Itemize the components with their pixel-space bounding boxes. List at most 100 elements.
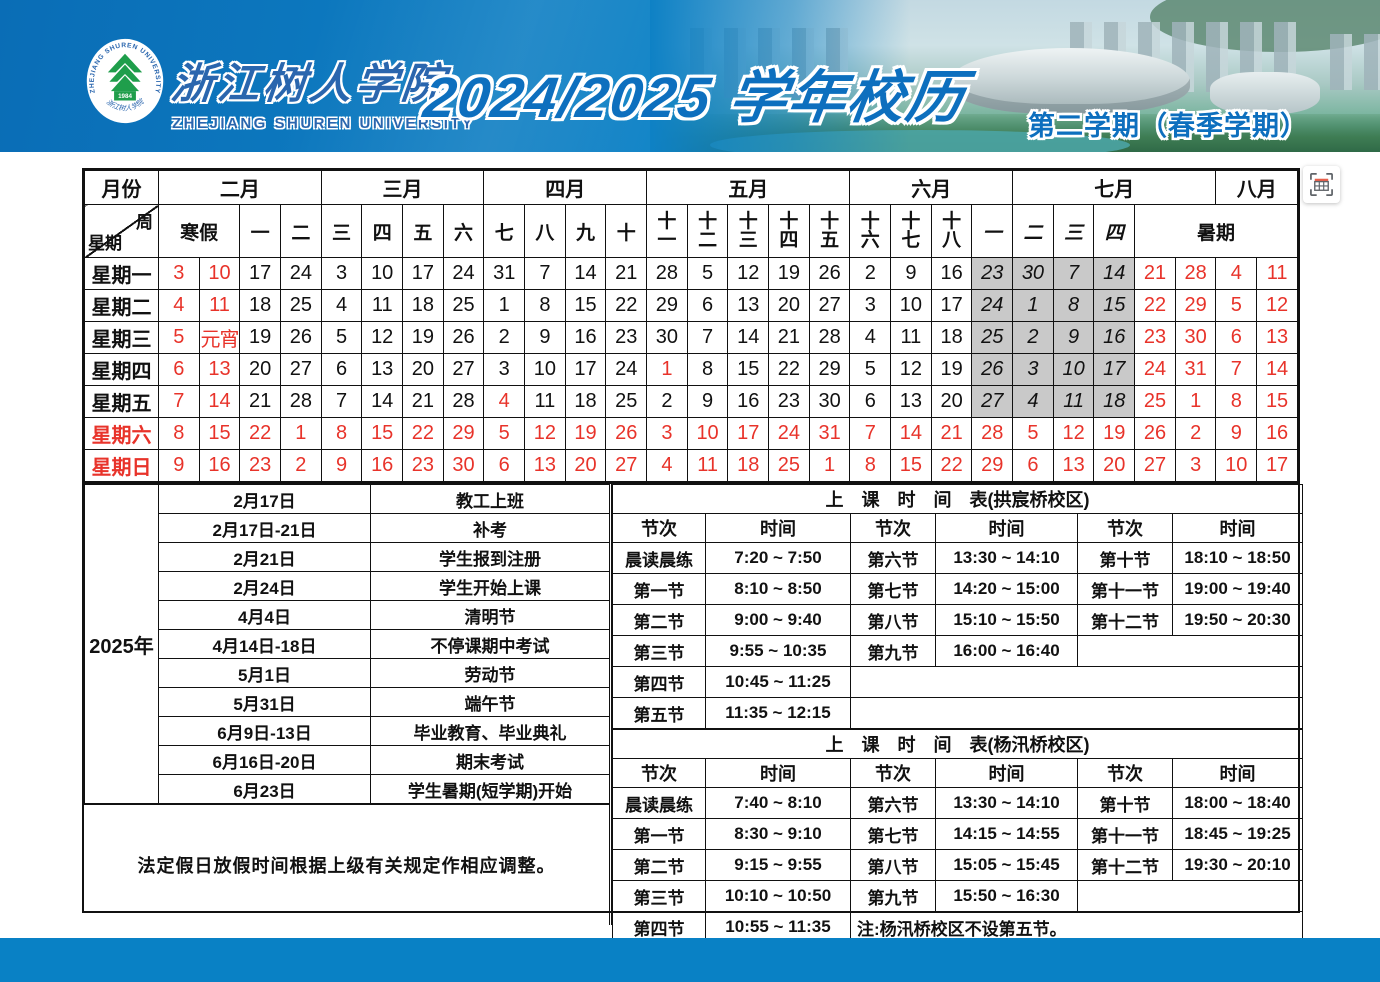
calendar-date-cell: 8 xyxy=(1215,385,1258,418)
period-label: 第十二节 xyxy=(1077,604,1173,636)
period-time: 14:20 ~ 15:00 xyxy=(935,573,1078,605)
calendar-date-cell: 3 xyxy=(646,417,688,450)
calendar-date-cell: 14 xyxy=(361,385,404,418)
calendar-date-cell: 2 xyxy=(280,449,322,482)
calendar-date-cell: 25 xyxy=(280,289,322,322)
calendar-date-cell: 28 xyxy=(808,321,851,354)
period-label: 第六节 xyxy=(850,787,936,819)
period-time: 10:10 ~ 10:50 xyxy=(705,880,851,912)
calendar-date-cell: 23 xyxy=(402,449,444,482)
calendar-date-cell: 7 xyxy=(849,417,892,450)
calendar-date-cell: 4 xyxy=(646,449,688,482)
event-name: 补考 xyxy=(370,513,610,543)
calendar-date-cell: 29 xyxy=(646,289,688,322)
page-title: 2024/2025 学年校历 xyxy=(419,66,971,130)
calendar-date-cell: 20 xyxy=(768,289,810,322)
event-name: 毕业教育、毕业典礼 xyxy=(370,716,610,746)
week-header: 六 xyxy=(442,204,485,258)
calendar-date-cell: 7 xyxy=(320,385,363,418)
day-row-label: 星期一 xyxy=(84,257,159,290)
calendar-date-cell: 5 xyxy=(1215,289,1258,322)
calendar-date-cell: 19 xyxy=(564,417,607,450)
event-name: 劳动节 xyxy=(370,658,610,688)
calendar-date-cell: 29 xyxy=(971,449,1014,482)
period-label: 第十一节 xyxy=(1077,573,1173,605)
period-label: 第三节 xyxy=(612,635,706,667)
calendar-date-cell: 24 xyxy=(768,417,810,450)
calendar-date-cell: 25 xyxy=(768,449,810,482)
schedule-column-header: 节次 xyxy=(850,758,936,788)
period-label: 晨读晨练 xyxy=(612,542,706,574)
calendar-date-cell: 23 xyxy=(605,321,648,354)
event-date: 6月23日 xyxy=(158,774,371,804)
calendar-date-cell: 15 xyxy=(198,417,241,450)
week-header: 十 三 xyxy=(727,204,770,258)
event-name: 不停课期中考试 xyxy=(370,629,610,659)
calendar-date-cell: 9 xyxy=(320,449,363,482)
calendar-date-cell: 26 xyxy=(808,257,851,290)
calendar-date-cell: 16 xyxy=(1256,417,1298,450)
calendar-date-cell: 24 xyxy=(971,289,1014,322)
calendar-date-cell: 13 xyxy=(1256,321,1298,354)
calendar-date-cell: 10 xyxy=(524,353,566,386)
calendar-date-cell: 21 xyxy=(1134,257,1176,290)
calendar-date-cell: 15 xyxy=(361,417,404,450)
calendar-date-cell: 14 xyxy=(564,257,607,290)
calendar-date-cell: 31 xyxy=(483,257,526,290)
photo-main-hall xyxy=(950,48,1190,114)
period-label: 第一节 xyxy=(612,818,706,850)
calendar-date-cell: 3 xyxy=(1012,353,1054,386)
period-time: 7:40 ~ 8:10 xyxy=(705,787,851,819)
calendar-date-cell: 18 xyxy=(564,385,607,418)
week-header: 十 二 xyxy=(686,204,729,258)
calendar-date-cell: 8 xyxy=(158,417,200,450)
calendar-date-cell: 26 xyxy=(971,353,1014,386)
calendar-date-cell: 20 xyxy=(930,385,973,418)
corner-week-label: 周 xyxy=(136,213,153,232)
week-header: 十 七 xyxy=(890,204,932,258)
period-label: 第五节 xyxy=(612,697,706,729)
week-header: 寒假 xyxy=(157,204,241,258)
calendar-date-cell: 5 xyxy=(320,321,363,354)
month-header: 八月 xyxy=(1215,170,1298,205)
event-date: 2月17日 xyxy=(158,484,371,514)
calendar-date-cell: 28 xyxy=(442,385,485,418)
month-header: 三月 xyxy=(320,170,485,205)
table-extract-button[interactable] xyxy=(1303,166,1340,203)
calendar-date-cell: 4 xyxy=(320,289,363,322)
calendar-date-cell: 26 xyxy=(280,321,322,354)
event-date: 5月31日 xyxy=(158,687,371,717)
calendar-date-cell: 15 xyxy=(1256,385,1298,418)
period-label: 第七节 xyxy=(850,573,936,605)
month-header: 七月 xyxy=(1012,170,1217,205)
calendar-date-cell: 1 xyxy=(280,417,322,450)
calendar-date-cell: 20 xyxy=(1093,449,1136,482)
calendar-date-cell: 11 xyxy=(524,385,566,418)
calendar-date-cell: 2 xyxy=(646,385,688,418)
calendar-date-cell: 2 xyxy=(1012,321,1054,354)
calendar-date-cell: 23 xyxy=(1134,321,1176,354)
month-header: 四月 xyxy=(483,170,648,205)
calendar-date-cell: 6 xyxy=(1215,321,1258,354)
period-label: 第二节 xyxy=(612,849,706,881)
calendar-date-cell: 13 xyxy=(524,449,566,482)
event-date: 6月9日-13日 xyxy=(158,716,371,746)
period-label: 第一节 xyxy=(612,573,706,605)
corner-day-label: 星期 xyxy=(88,234,122,253)
month-corner-label: 月份 xyxy=(84,170,159,205)
period-label: 第九节 xyxy=(850,635,936,667)
event-date: 4月14日-18日 xyxy=(158,629,371,659)
period-time: 19:30 ~ 20:10 xyxy=(1171,849,1304,881)
calendar-date-cell: 31 xyxy=(808,417,851,450)
calendar-date-cell: 20 xyxy=(402,353,444,386)
calendar-date-cell: 21 xyxy=(239,385,282,418)
day-row-label: 星期四 xyxy=(84,353,159,386)
calendar-date-cell: 16 xyxy=(564,321,607,354)
event-date: 2月24日 xyxy=(158,571,371,601)
calendar-date-cell: 12 xyxy=(890,353,932,386)
schedule-column-header: 节次 xyxy=(612,513,706,543)
logo-year: 1984 xyxy=(118,93,132,100)
calendar-date-cell: 6 xyxy=(320,353,363,386)
photo-hall-2 xyxy=(1210,72,1320,114)
calendar-date-cell: 15 xyxy=(727,353,770,386)
